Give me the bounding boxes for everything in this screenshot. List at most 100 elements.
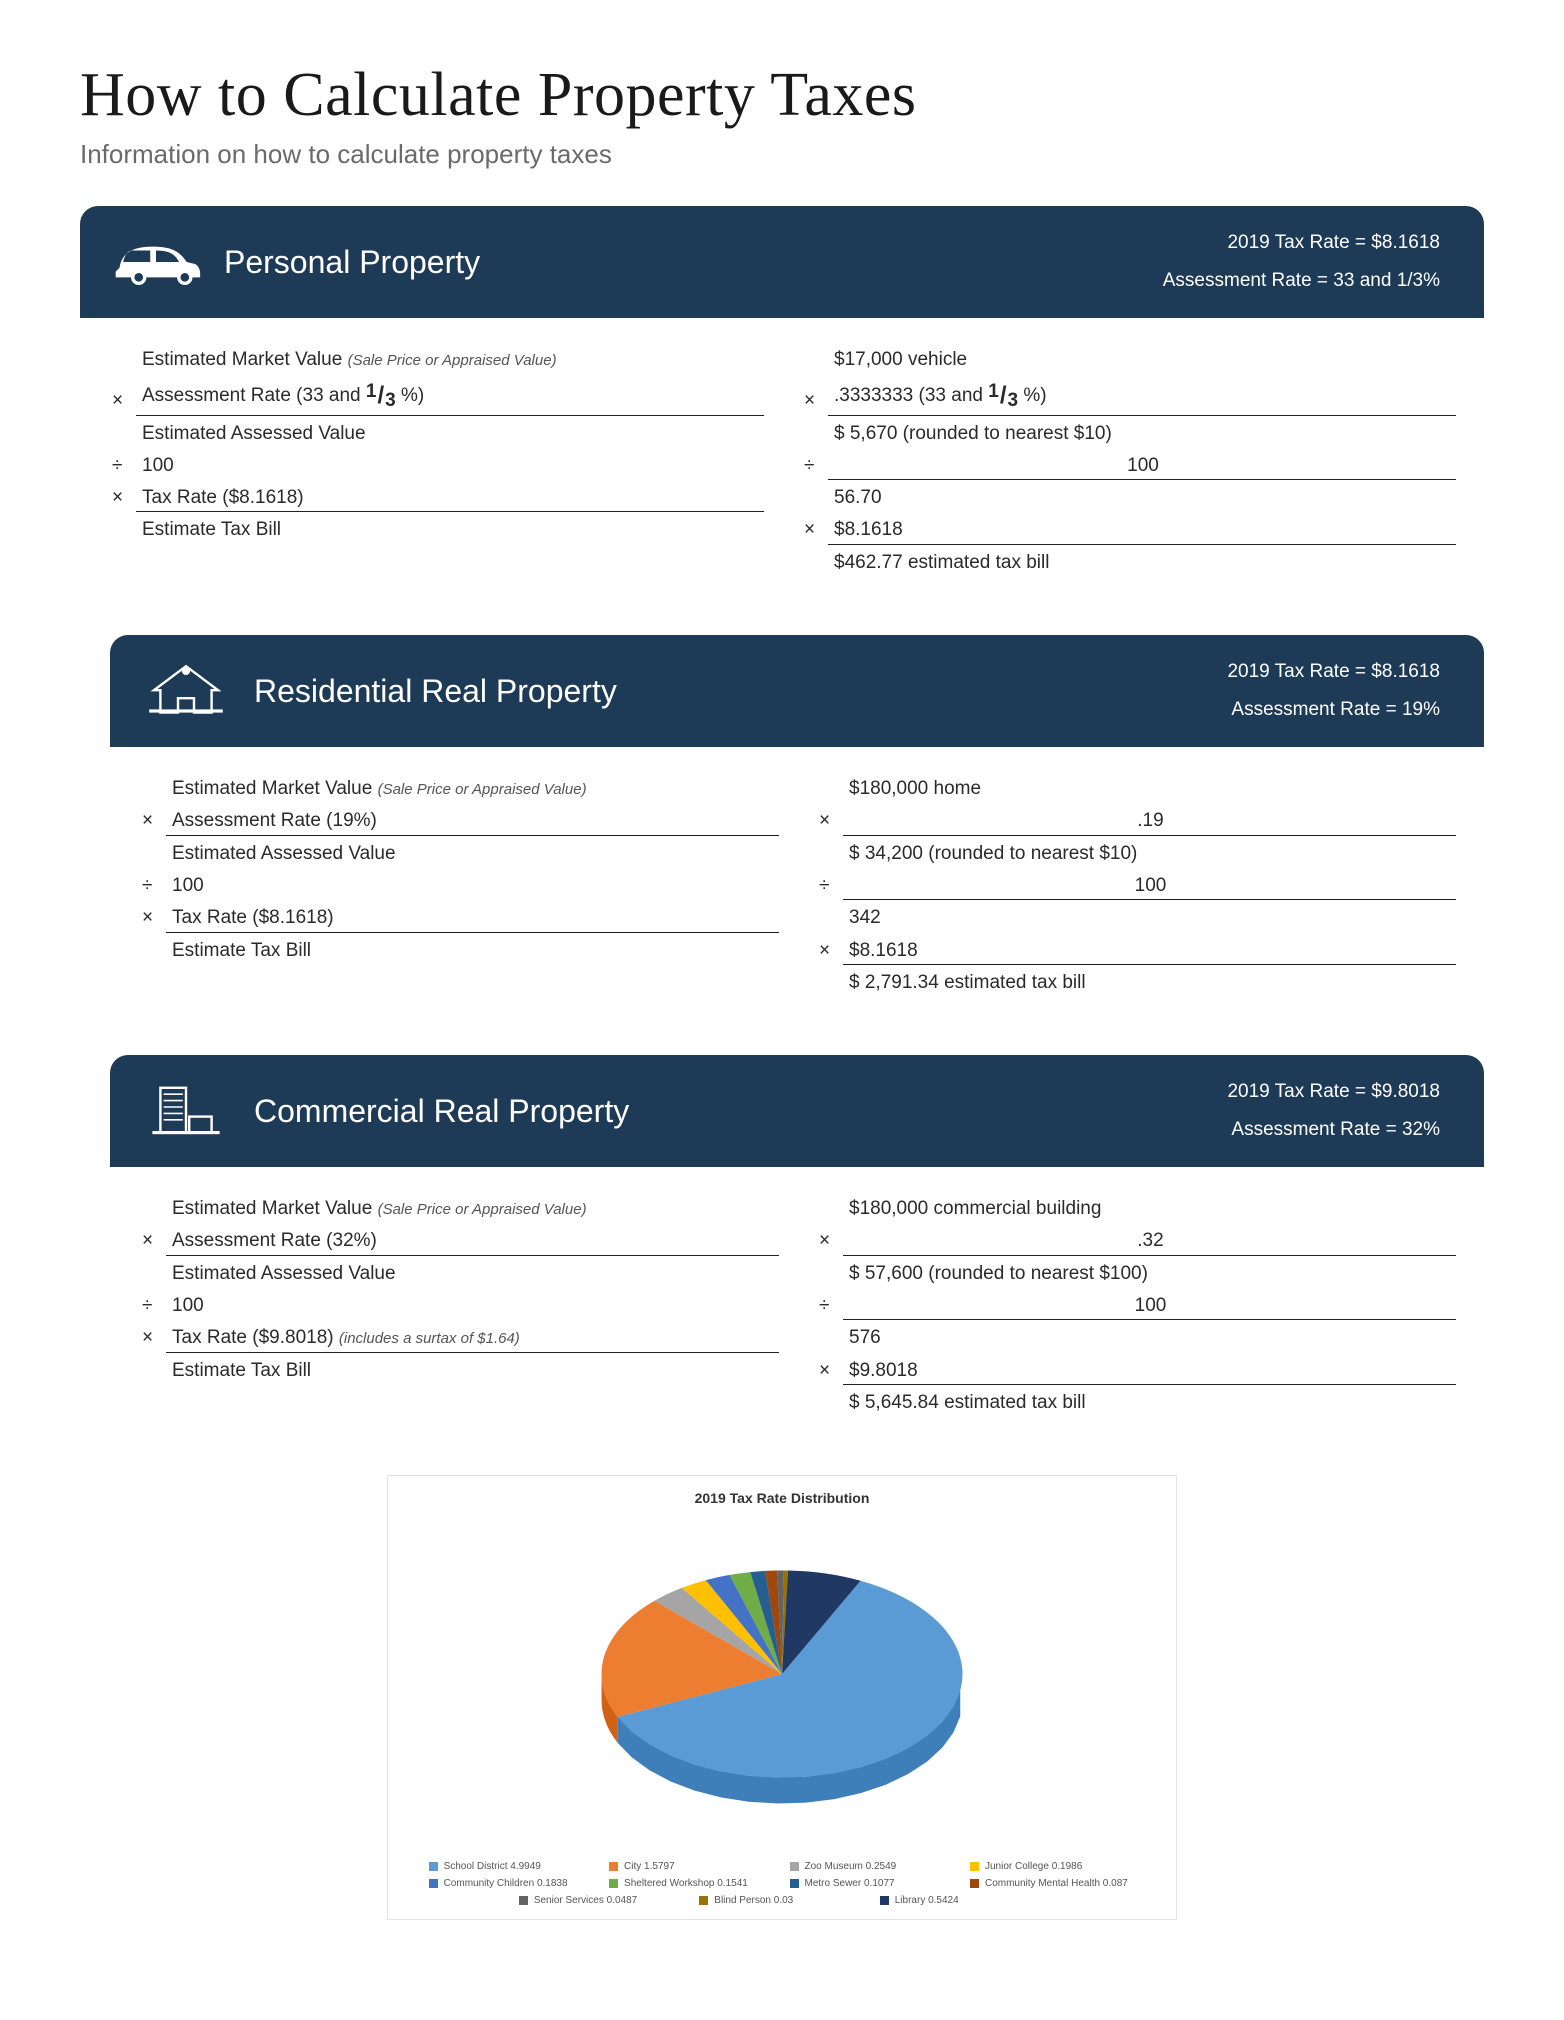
assess-rate-line: Assessment Rate = 19% [1227,691,1440,729]
car-icon [106,233,206,291]
value: .32 [843,1225,1452,1257]
banner-residential: Residential Real Property 2019 Tax Rate … [110,635,1484,747]
value: 100 [843,1290,1452,1322]
legend-label: Community Children 0.1838 [444,1878,568,1889]
label: Tax Rate ($9.8018) [172,1327,334,1348]
value: $8.1618 [828,514,1452,546]
legend-swatch [880,1896,889,1905]
label: Estimate Tax Bill [136,514,760,546]
legend-item: Community Children 0.1838 [429,1878,594,1889]
tax-rate-line: 2019 Tax Rate = $9.8018 [1227,1073,1440,1111]
formula-col: Estimated Market Value (Sale Price or Ap… [120,773,797,999]
label: Tax Rate ($8.1618) [166,902,775,934]
banner-rates: 2019 Tax Rate = $9.8018 Assessment Rate … [1227,1073,1440,1149]
legend-label: Junior College 0.1986 [985,1861,1082,1872]
building-icon [136,1083,236,1139]
page-subtitle: Information on how to calculate property… [80,139,1484,170]
value: .19 [843,805,1452,837]
banner-rates: 2019 Tax Rate = $8.1618 Assessment Rate … [1227,653,1440,729]
legend-swatch [790,1862,799,1871]
legend-item: Metro Sewer 0.1077 [790,1878,955,1889]
legend-label: Library 0.5424 [895,1895,959,1906]
value: $462.77 estimated tax bill [828,547,1452,579]
legend-item: Senior Services 0.0487 [519,1895,684,1906]
legend-label: School District 4.9949 [444,1861,541,1872]
legend-swatch [609,1879,618,1888]
legend-item: Zoo Museum 0.2549 [790,1861,955,1872]
banner-title: Personal Property [206,244,1163,281]
calc-body-personal: Estimated Market Value (Sale Price or Ap… [80,318,1484,589]
value: .3333333 (33 and [834,385,988,406]
legend-label: Senior Services 0.0487 [534,1895,637,1906]
banner-commercial: Commercial Real Property 2019 Tax Rate =… [110,1055,1484,1167]
legend-swatch [429,1879,438,1888]
legend-item: City 1.5797 [609,1861,774,1872]
legend-label: Blind Person 0.03 [714,1895,793,1906]
value: $8.1618 [843,935,1452,967]
example-col: $17,000 vehicle ×.3333333 (33 and 1/3 %)… [782,344,1474,579]
value: $ 5,645.84 estimated tax bill [843,1387,1452,1419]
hint: (Sale Price or Appraised Value) [348,352,557,369]
value: 100 [828,450,1452,482]
label-tail: %) [396,385,425,406]
label: Estimate Tax Bill [166,935,775,967]
banner-title: Commercial Real Property [236,1093,1227,1130]
section-residential: Residential Real Property 2019 Tax Rate … [80,635,1484,1009]
hint: (Sale Price or Appraised Value) [378,1201,587,1218]
label: Estimated Market Value [172,778,372,799]
value: 56.70 [828,482,1452,514]
tax-rate-line: 2019 Tax Rate = $8.1618 [1227,653,1440,691]
label: Estimated Market Value [142,349,342,370]
label: Estimated Assessed Value [136,418,760,450]
banner-personal: Personal Property 2019 Tax Rate = $8.161… [80,206,1484,318]
label: 100 [166,870,775,902]
legend-swatch [970,1862,979,1871]
value: 576 [843,1322,1452,1354]
value: $9.8018 [843,1355,1452,1387]
label: Estimated Assessed Value [166,838,775,870]
label: Estimated Assessed Value [166,1258,775,1290]
formula-col: Estimated Market Value (Sale Price or Ap… [90,344,782,579]
hint: (Sale Price or Appraised Value) [378,781,587,798]
formula-col: Estimated Market Value (Sale Price or Ap… [120,1193,797,1419]
value-tail: %) [1018,385,1047,406]
legend-swatch [429,1862,438,1871]
label: Estimate Tax Bill [166,1355,775,1387]
assess-rate-line: Assessment Rate = 32% [1227,1111,1440,1149]
legend-label: Zoo Museum 0.2549 [805,1861,897,1872]
banner-title: Residential Real Property [236,673,1227,710]
legend-item: Junior College 0.1986 [970,1861,1135,1872]
value: $17,000 vehicle [828,344,1452,376]
section-commercial: Commercial Real Property 2019 Tax Rate =… [80,1055,1484,1429]
legend-item: Blind Person 0.03 [699,1895,864,1906]
value: $ 34,200 (rounded to nearest $10) [843,838,1452,870]
value: $180,000 home [843,773,1452,805]
value: $ 2,791.34 estimated tax bill [843,967,1452,999]
legend-swatch [970,1879,979,1888]
chart-title: 2019 Tax Rate Distribution [406,1490,1158,1506]
legend-item: Community Mental Health 0.087 [970,1878,1135,1889]
value: $180,000 commercial building [843,1193,1452,1225]
label: Tax Rate ($8.1618) [136,482,760,514]
label: 100 [166,1290,775,1322]
legend-item: School District 4.9949 [429,1861,594,1872]
label: Assessment Rate (19%) [166,805,775,837]
legend-label: Metro Sewer 0.1077 [805,1878,895,1889]
value: $ 57,600 (rounded to nearest $100) [843,1258,1452,1290]
legend-swatch [519,1896,528,1905]
chart-legend: School District 4.9949 City 1.5797 Zoo Mus… [406,1858,1158,1909]
tax-rate-line: 2019 Tax Rate = $8.1618 [1163,224,1440,262]
legend-swatch [609,1862,618,1871]
page-title: How to Calculate Property Taxes [80,60,1484,131]
label: Estimated Market Value [172,1198,372,1219]
calc-body-residential: Estimated Market Value (Sale Price or Ap… [110,747,1484,1009]
tax-distribution-chart: 2019 Tax Rate Distribution School Distri… [387,1475,1177,1920]
value: $ 5,670 (rounded to nearest $10) [828,418,1452,450]
label: Assessment Rate (32%) [166,1225,775,1257]
hint: (includes a surtax of $1.64) [339,1330,520,1347]
banner-rates: 2019 Tax Rate = $8.1618 Assessment Rate … [1163,224,1440,300]
label: 100 [136,450,760,482]
legend-item: Library 0.5424 [880,1895,1045,1906]
legend-label: City 1.5797 [624,1861,675,1872]
assess-rate-line: Assessment Rate = 33 and 1/3% [1163,262,1440,300]
